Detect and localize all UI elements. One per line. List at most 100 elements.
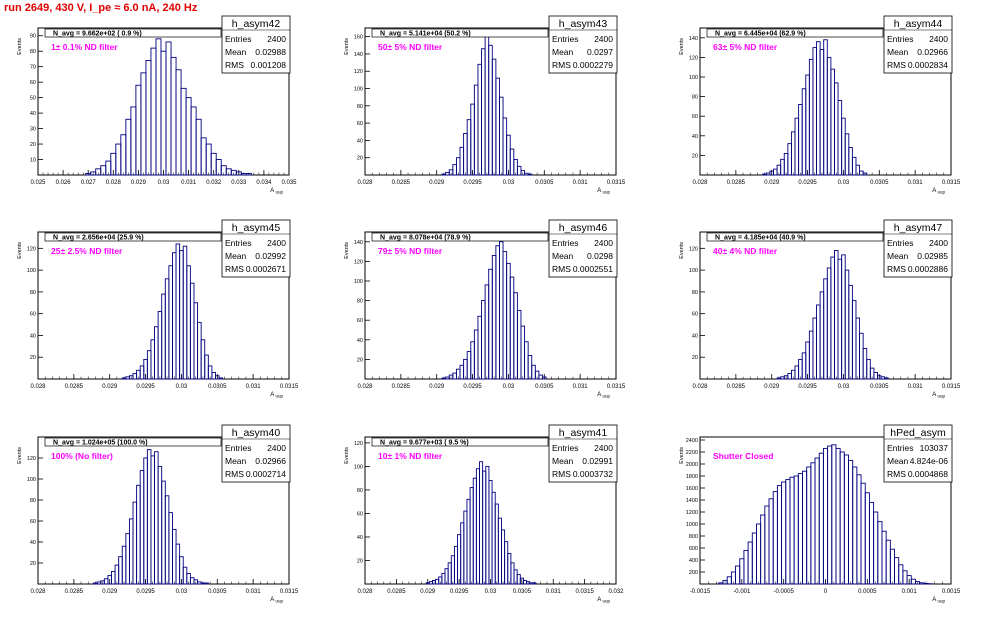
histogram-bin (801, 88, 807, 176)
x-tick-label: 0.0315 (942, 180, 961, 186)
x-axis-title: A uup (932, 597, 945, 604)
histogram-bin (146, 350, 152, 380)
stats-box: h_asym44 Entries 2400 Mean 0.02966 RMS 0.00028… (883, 15, 953, 74)
x-axis-title: A uup (270, 597, 283, 604)
navg-box: N_avg = 9.662e+02 ( 0.9 %) (44, 28, 222, 38)
y-tick-label: 40 (692, 134, 698, 140)
stats-label: Mean (552, 456, 574, 466)
histogram-bin (139, 365, 145, 380)
y-tick-label: 60 (357, 121, 363, 127)
x-tick-label: 0.0315 (607, 180, 626, 186)
panel-h_asym41: 0.028 0.0285 0.029 0.0295 0.03 0.0305 0.031 0.0… (344, 424, 624, 604)
stats-value: 0.0002551 (573, 264, 613, 274)
histogram-bin (780, 376, 785, 380)
histogram-bin (452, 164, 457, 176)
histogram-bin (873, 372, 878, 380)
y-tick-label: 600 (689, 546, 698, 552)
histogram-h_asym44 (762, 39, 868, 176)
navg-label: N_avg = 1.024e+05 (100.0 %) (53, 440, 148, 447)
histogram-bin (499, 241, 504, 380)
histogram-bin (179, 250, 184, 380)
filter-label: 63± 5% ND filter (713, 42, 778, 52)
histogram-bin (816, 41, 821, 176)
histogram-bin (851, 300, 857, 380)
y-axis-title: Events (344, 242, 350, 259)
x-tick-label: 0.0305 (208, 384, 227, 390)
histogram-bin (794, 365, 800, 380)
navg-label: N_avg = 6.445e+04 (62.9 %) (715, 31, 806, 38)
y-tick-label: 800 (689, 534, 698, 540)
histogram-title: h_asym47 (894, 222, 943, 234)
histogram-bin (790, 131, 796, 176)
histogram-bin (852, 466, 858, 585)
histogram-h_asym47 (776, 250, 889, 380)
y-tick-label: 120 (354, 69, 363, 75)
histogram-bin (441, 572, 446, 585)
histogram-bin (195, 118, 202, 176)
y-tick-label: 50 (30, 96, 36, 102)
y-tick-label: 90 (30, 34, 36, 40)
histogram-bin (495, 77, 500, 176)
stats-value: 0.001208 (251, 60, 287, 70)
histogram-bin (524, 172, 529, 176)
histogram-title: h_asym42 (232, 18, 281, 30)
x-tick-label: 0.033 (231, 180, 247, 186)
histogram-bin (923, 582, 929, 585)
y-tick-label: 2000 (686, 462, 698, 468)
stats-label: Entries (887, 238, 913, 248)
histogram-bin (435, 578, 440, 585)
histogram-bin (894, 557, 900, 585)
histogram-bin (527, 355, 533, 380)
y-tick-label: 40 (30, 540, 36, 546)
stats-label: Mean (552, 251, 574, 261)
stats-label: RMS (552, 60, 571, 70)
histogram-bin (806, 466, 812, 585)
histogram-bin (491, 491, 496, 585)
histogram-bin (135, 84, 142, 176)
histogram-bin (218, 377, 224, 380)
histogram-bin (118, 556, 123, 585)
x-tick-label: 0.031 (181, 180, 197, 186)
stats-label: RMS (552, 264, 571, 274)
histogram-h_asym45 (121, 243, 224, 380)
y-tick-label: 1800 (686, 474, 698, 480)
stats-label: Entries (552, 443, 578, 453)
stats-box: h_asym45 Entries 2400 Mean 0.02992 RMS 0.00026… (221, 219, 291, 278)
x-tick-label: 0.0305 (535, 384, 554, 390)
histogram-bin (516, 309, 522, 380)
y-tick-label: 20 (357, 156, 363, 162)
histogram-bin (182, 245, 188, 380)
navg-box: N_avg = 2.656e+04 (25.9 %) (44, 232, 222, 242)
stats-label: Mean (887, 456, 909, 466)
x-tick-label: 0.028 (692, 384, 708, 390)
stats-value: 103037 (920, 443, 949, 453)
histogram-bin (816, 304, 821, 380)
navg-frame (706, 28, 884, 38)
y-tick-label: 100 (689, 268, 698, 274)
histogram-bin (919, 582, 925, 585)
histogram-bin (140, 72, 147, 176)
stats-box: h_asym42 Entries 2400 Mean 0.02988 RMS 0.00120… (221, 15, 291, 74)
histogram-h_asym40 (93, 449, 209, 585)
histogram-bin (114, 564, 120, 585)
navg-box: N_avg = 8.078e+04 (78.9 %) (371, 232, 549, 242)
histogram-bin (447, 562, 452, 585)
histogram-bin (175, 69, 182, 176)
y-tick-label: 400 (689, 558, 698, 564)
y-tick-label: 80 (357, 299, 363, 305)
x-tick-label: 0.0285 (727, 384, 746, 390)
histogram-bin (193, 302, 199, 380)
histogram-bin (781, 481, 787, 585)
x-tick-label: 0.028 (692, 180, 708, 186)
stats-label: Entries (225, 34, 251, 44)
histogram-bin (145, 60, 152, 176)
x-tick-label: 0.03 (176, 384, 188, 390)
histogram-bin (469, 487, 474, 585)
histogram-bin (473, 329, 479, 380)
y-tick-label: 200 (689, 570, 698, 576)
histogram-bin (182, 566, 188, 585)
panel-h_asym47: 0.028 0.0285 0.029 0.0295 0.03 0.0305 0.031 0.0… (679, 219, 961, 399)
histogram-bin (851, 156, 857, 176)
histogram-bin (491, 255, 497, 380)
stats-label: RMS (225, 469, 244, 479)
